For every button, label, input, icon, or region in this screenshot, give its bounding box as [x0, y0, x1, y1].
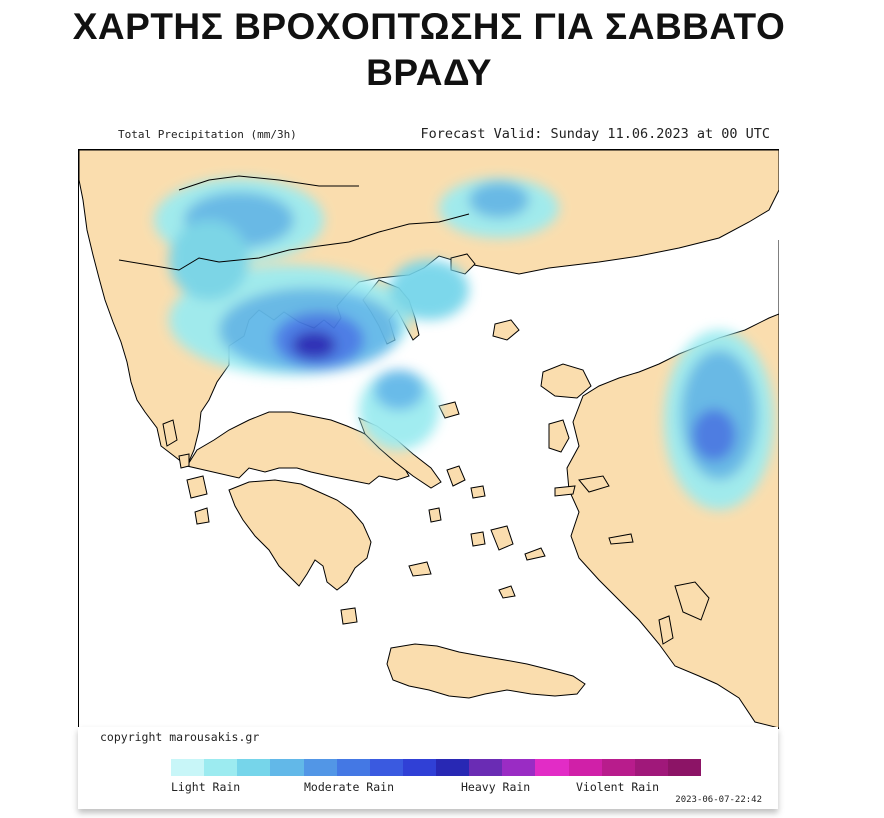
land-kefalonia	[186, 475, 208, 499]
land-ikaria	[554, 485, 576, 497]
land-paros	[470, 531, 486, 547]
land-naxos	[490, 525, 514, 551]
land-kos	[608, 533, 634, 545]
legend-swatch	[171, 759, 205, 776]
legend-label-moderate: Moderate Rain	[304, 780, 395, 794]
land-lemnos	[492, 319, 520, 341]
timestamp-label: 2023-06-07-22:42	[675, 795, 762, 805]
legend-swatch	[270, 759, 304, 776]
legend-swatch	[336, 759, 370, 776]
map-canvas	[79, 150, 779, 728]
border-north	[178, 175, 359, 191]
map-borders	[118, 175, 470, 271]
land-santorini	[498, 585, 516, 599]
map-footer: copyright marousakis.gr Light Rain Moder…	[78, 727, 778, 809]
rain-zone-thessaly-core	[374, 370, 424, 410]
legend-swatch	[402, 759, 436, 776]
land-corfu	[162, 419, 178, 447]
legend-label-heavy: Heavy Rain	[461, 780, 531, 794]
legend-label-light: Light Rain	[171, 780, 241, 794]
page-title-line1: ΧΑΡΤΗΣ ΒΡΟΧΟΠΤΩΣΗΣ ΓΙΑ ΣΑΒΒΑΤΟ	[72, 6, 786, 47]
border-macedonia-greece	[218, 241, 350, 263]
precipitation-map	[78, 149, 779, 729]
land-kythira	[340, 607, 358, 625]
precipitation-overlay	[154, 178, 774, 510]
legend-swatch	[502, 759, 536, 776]
legend-swatch	[568, 759, 602, 776]
legend-swatch	[469, 759, 503, 776]
land-tinos	[470, 485, 486, 499]
page-title-line2: ΒΡΑΔΥ	[366, 52, 492, 93]
legend-swatch	[303, 759, 337, 776]
legend-swatch	[634, 759, 668, 776]
legend-swatch	[237, 759, 271, 776]
legend-swatch	[436, 759, 470, 776]
page-title: ΧΑΡΤΗΣ ΒΡΟΧΟΠΤΩΣΗΣ ΓΙΑ ΣΑΒΒΑΤΟ ΒΡΑΔΥ	[0, 4, 858, 96]
legend-color-bar	[171, 759, 701, 776]
precipitation-label: Total Precipitation (mm/3h)	[118, 128, 297, 141]
legend-swatch	[204, 759, 238, 776]
land-chios	[548, 419, 570, 453]
land-amorgos	[524, 547, 546, 561]
legend-swatch	[535, 759, 569, 776]
land-karpathos	[658, 615, 674, 645]
land-peloponnese	[228, 479, 372, 591]
map-header: Total Precipitation (mm/3h) Forecast Val…	[78, 126, 778, 148]
rain-zone-north-aegean	[389, 260, 469, 320]
rain-zone-turkey-core	[692, 409, 736, 461]
land-milos	[408, 561, 432, 577]
land-kythnos	[428, 507, 442, 523]
border-albania-greece	[118, 257, 220, 271]
land-lesvos	[540, 363, 592, 399]
legend-swatch	[667, 759, 701, 776]
forecast-valid-label: Forecast Valid: Sunday 11.06.2023 at 00 …	[420, 126, 771, 142]
legend-swatch	[369, 759, 403, 776]
land-rhodes	[674, 581, 710, 621]
legend-label-violent: Violent Rain	[576, 780, 660, 794]
land-skyros	[438, 401, 460, 419]
land-andros	[446, 465, 466, 487]
land-samos	[578, 475, 610, 493]
legend-swatch	[601, 759, 635, 776]
land-crete	[386, 643, 586, 699]
land-zakynthos	[194, 507, 210, 525]
copyright-label: copyright marousakis.gr	[100, 730, 260, 744]
rain-zone-thrace-core	[469, 182, 529, 218]
border-bulgaria-greece	[348, 213, 470, 243]
land-lefkada	[178, 453, 190, 469]
rain-zone-macedonia-peak	[292, 331, 336, 359]
